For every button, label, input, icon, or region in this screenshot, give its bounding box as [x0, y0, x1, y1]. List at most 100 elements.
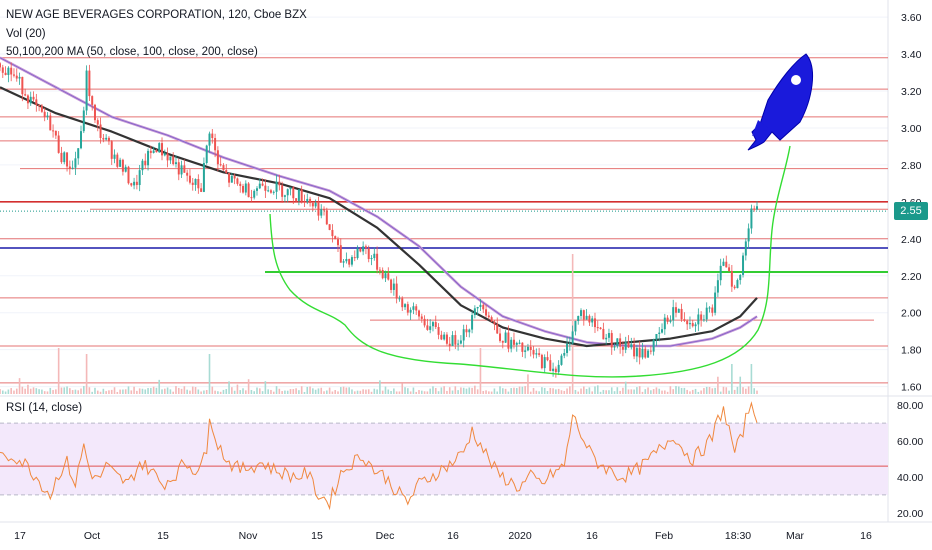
volume-bar [510, 388, 512, 394]
volume-bar [250, 389, 253, 394]
volume-bar [144, 389, 147, 394]
volume-bar [339, 387, 342, 394]
candle-body [275, 181, 278, 192]
candle-body [552, 368, 555, 371]
volume-bar [205, 390, 208, 394]
volume-bar [446, 390, 448, 394]
candle-body [138, 170, 141, 186]
candle-body [440, 334, 443, 340]
volume-bar [577, 391, 580, 394]
candle-body [580, 310, 583, 316]
volume-bar [102, 388, 105, 394]
volume-bar [236, 384, 239, 394]
candle-body [236, 178, 239, 184]
candle-body [412, 306, 415, 310]
volume-bar [454, 386, 457, 394]
volume-bar [18, 378, 21, 394]
volume-bar [365, 389, 367, 394]
volume-bar [272, 391, 275, 394]
candle-body [672, 307, 675, 321]
volume-bar [351, 389, 353, 394]
candle-body [12, 74, 15, 76]
volume-bar [77, 390, 80, 394]
candle-body [267, 190, 270, 192]
candle-body [255, 188, 258, 191]
volume-bar [583, 386, 585, 394]
candle-body [102, 137, 105, 140]
candle-body [663, 317, 666, 330]
candle-body [694, 324, 697, 327]
volume-bar [228, 381, 230, 394]
candle-body [644, 348, 647, 358]
volume-bar [515, 388, 518, 394]
volume-bar [284, 390, 286, 394]
candle-body [26, 95, 29, 104]
volume-legend[interactable]: Vol (20) [6, 28, 46, 40]
candle-body [110, 141, 113, 159]
volume-bar [437, 391, 440, 394]
ma-legend[interactable]: 50,100,200 MA (50, close, 100, close, 20… [6, 46, 258, 58]
volume-bar [434, 388, 437, 394]
volume-bar [116, 391, 119, 394]
candle-body [334, 236, 337, 240]
candle-body [7, 67, 10, 75]
candle-body [593, 318, 596, 328]
candle-body [705, 307, 708, 320]
rsi-pane [0, 401, 888, 511]
volume-bar [334, 390, 337, 394]
time-tick-label: Feb [655, 530, 673, 542]
candle-body [518, 342, 521, 344]
candle-body [711, 307, 714, 313]
time-axis[interactable]: 17 Oct 15 Nov 15 Dec 16 2020 16 Feb 18:30 Mar 16 [14, 530, 872, 542]
candle-body [714, 292, 717, 313]
price-tick-label: 1.60 [901, 382, 922, 394]
volume-bar [49, 387, 52, 394]
volume-bar [164, 388, 166, 394]
volume-bar [448, 387, 451, 394]
candle-body [24, 94, 27, 96]
volume-bar [13, 390, 15, 394]
volume-bar [300, 386, 303, 394]
volume-bar [217, 391, 219, 394]
volume-bar [756, 390, 758, 394]
candle-body [613, 346, 616, 348]
candle-body [35, 99, 38, 105]
volume-bar [41, 389, 43, 394]
candle-body [214, 138, 217, 151]
rsi-legend[interactable]: RSI (14, close) [6, 402, 83, 414]
volume-bar [161, 389, 163, 394]
volume-bar [650, 390, 652, 394]
volume-bar [683, 387, 686, 394]
volume-bar [460, 387, 462, 394]
volume-bar [88, 387, 91, 394]
volume-bar [535, 390, 538, 394]
volume-bar [24, 388, 26, 394]
candle-body [574, 321, 577, 332]
rocket-fin [752, 120, 768, 136]
volume-bar [661, 390, 663, 394]
symbol-legend[interactable]: NEW AGE BEVERAGES CORPORATION, 120, Cboe… [6, 9, 307, 21]
candle-body [289, 187, 292, 190]
rocket-window [791, 75, 801, 85]
candle-body [253, 190, 256, 198]
volume-bar [401, 383, 404, 394]
candle-body [392, 283, 395, 290]
candle-body [708, 307, 711, 309]
volume-bar [286, 390, 289, 394]
candle-body [610, 333, 613, 348]
volume-bar [412, 387, 415, 394]
volume-bar [423, 391, 426, 394]
volume-bar [457, 390, 459, 394]
candle-body [677, 308, 680, 313]
price-axis[interactable]: 3.603.403.203.002.802.602.402.202.001.80… [897, 12, 923, 520]
volume-bar [574, 389, 577, 394]
volume-bar [46, 391, 49, 394]
candle-body [200, 188, 203, 192]
candle-body [147, 150, 150, 166]
volume-bar [292, 389, 295, 394]
candle-body [378, 269, 381, 271]
volume-bar [326, 390, 328, 394]
candle-body [135, 181, 138, 186]
volume-bar [367, 389, 370, 394]
